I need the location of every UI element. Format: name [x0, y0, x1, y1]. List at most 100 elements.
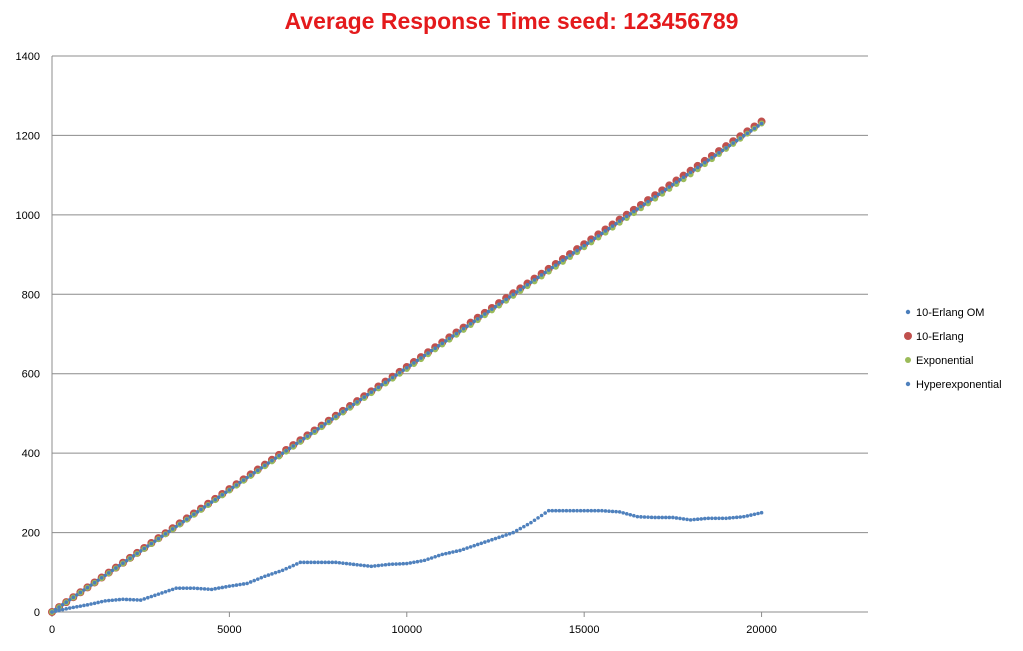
data-point: [326, 419, 331, 424]
data-point: [578, 508, 583, 513]
data-point: [209, 587, 214, 592]
data-point: [287, 446, 292, 451]
data-point: [656, 192, 661, 197]
data-point: [376, 385, 381, 390]
legend-label: 10-Erlang OM: [916, 307, 984, 319]
data-point: [163, 532, 168, 536]
data-point: [206, 587, 210, 591]
data-point: [738, 515, 743, 519]
data-point: [483, 540, 487, 544]
data-point: [433, 346, 437, 351]
data-point: [593, 508, 597, 513]
data-point: [472, 543, 476, 548]
data-point: [142, 597, 147, 601]
data-point: [199, 586, 203, 591]
data-point: [710, 155, 714, 160]
data-point: [270, 572, 274, 576]
data-point: [312, 560, 317, 565]
data-point: [688, 170, 693, 175]
data-point: [660, 515, 665, 520]
data-point: [220, 585, 225, 590]
data-point: [380, 563, 384, 567]
y-tick-label: 600: [22, 369, 40, 381]
data-point: [106, 598, 111, 603]
data-point: [238, 480, 242, 485]
data-point: [465, 324, 469, 329]
data-point: [380, 383, 384, 387]
legend-marker: [905, 357, 911, 363]
data-point: [199, 507, 203, 512]
data-point: [539, 513, 544, 518]
data-point: [326, 560, 331, 565]
y-tick-label: 200: [22, 528, 40, 540]
data-point: [362, 563, 367, 568]
data-point: [589, 238, 594, 243]
data-point: [546, 508, 551, 513]
data-point: [103, 573, 108, 578]
data-point: [270, 458, 274, 463]
data-point: [624, 214, 629, 219]
data-point: [273, 570, 278, 575]
data-point: [681, 175, 686, 180]
data-point: [621, 216, 625, 221]
data-point: [280, 451, 285, 456]
data-point: [92, 580, 97, 585]
data-point: [295, 562, 299, 566]
data-point: [646, 199, 650, 204]
data-point: [507, 295, 512, 299]
data-point: [759, 510, 764, 515]
data-point: [600, 231, 604, 236]
data-point: [135, 598, 139, 602]
data-point: [451, 550, 455, 554]
data-point: [213, 497, 217, 502]
data-point: [632, 513, 636, 518]
data-point: [671, 182, 675, 187]
data-point: [78, 590, 83, 595]
data-point: [412, 560, 416, 565]
chart-title: Average Response Time seed: 123456789: [284, 8, 739, 34]
data-point: [383, 562, 388, 567]
data-point: [454, 331, 459, 336]
data-point: [575, 248, 579, 253]
data-point: [738, 136, 743, 140]
data-point: [277, 569, 281, 574]
data-point: [298, 560, 303, 565]
data-point: [422, 558, 427, 563]
data-point: [451, 334, 455, 338]
data-point: [734, 515, 739, 520]
data-point: [408, 363, 413, 368]
data-point: [344, 561, 349, 566]
data-point: [468, 321, 473, 326]
data-point: [213, 586, 217, 591]
data-point: [312, 429, 317, 434]
data-point: [490, 307, 494, 311]
data-point: [568, 508, 572, 513]
data-point: [617, 510, 622, 514]
data-point: [337, 560, 342, 565]
data-point: [429, 556, 434, 560]
data-point: [248, 580, 253, 584]
data-point: [160, 534, 164, 539]
data-point: [454, 549, 459, 554]
data-point: [706, 158, 711, 162]
data-point: [60, 607, 65, 612]
data-point: [82, 603, 86, 608]
data-point: [259, 575, 264, 580]
data-point: [263, 574, 267, 579]
data-point: [742, 514, 746, 519]
data-point: [415, 559, 420, 564]
data-point: [426, 557, 430, 561]
data-point: [124, 597, 129, 602]
data-point: [674, 180, 679, 184]
data-point: [365, 564, 370, 568]
data-point: [511, 292, 516, 297]
legend-label: 10-Erlang: [916, 331, 964, 343]
data-point: [192, 512, 196, 517]
data-point: [461, 547, 466, 552]
data-point: [185, 517, 189, 521]
data-point: [188, 514, 193, 519]
data-point: [614, 509, 618, 514]
data-point: [227, 584, 232, 588]
data-point: [50, 610, 54, 614]
y-tick-label: 0: [34, 607, 40, 619]
